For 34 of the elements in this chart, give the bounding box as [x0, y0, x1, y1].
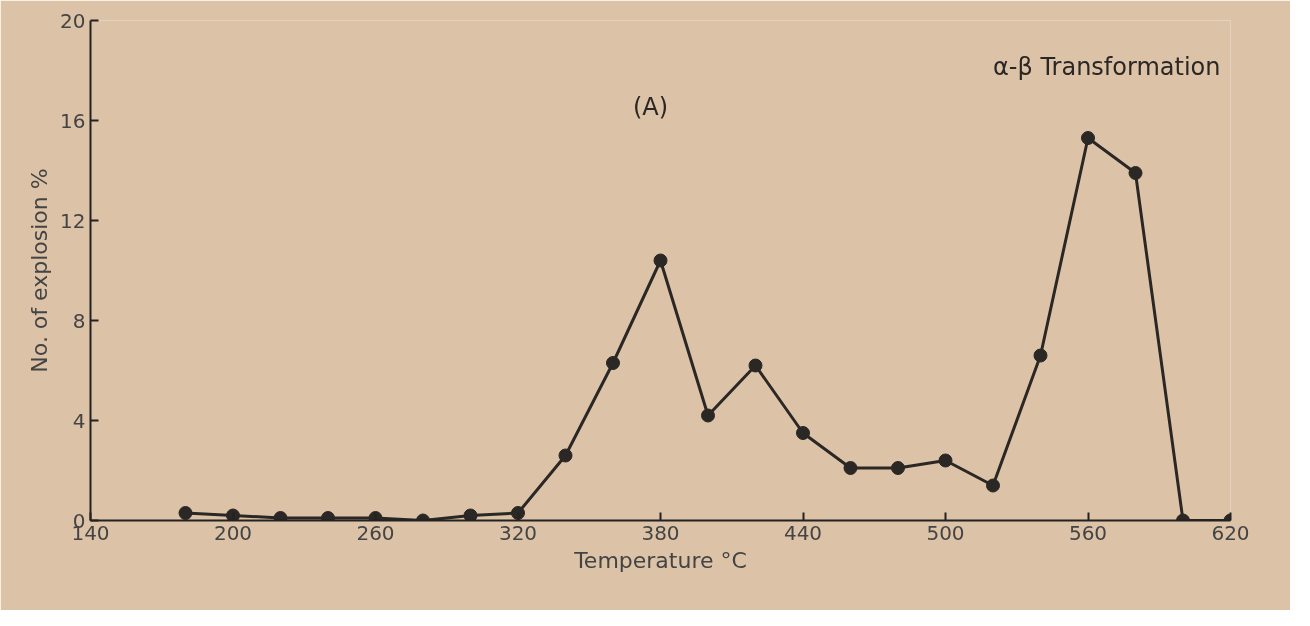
point — [1033, 348, 1048, 363]
point — [606, 356, 620, 370]
point — [986, 478, 1000, 493]
x-axis-title: Temperature °C — [573, 547, 747, 573]
y-tick-label: 8 — [72, 308, 86, 333]
point — [558, 448, 573, 463]
point — [938, 453, 953, 468]
point — [653, 253, 668, 268]
annotation: α-β Transformation — [993, 52, 1221, 81]
point — [701, 408, 715, 423]
x-tick-label: 380 — [641, 520, 680, 545]
point — [891, 461, 905, 475]
x-tick-label: 620 — [1211, 520, 1250, 545]
x-tick-label: 320 — [498, 520, 538, 545]
x-tick-label: 260 — [356, 520, 395, 545]
point — [843, 461, 858, 475]
y-tick-label: 16 — [60, 108, 86, 133]
y-tick-label: 12 — [60, 208, 86, 233]
point — [1128, 166, 1143, 180]
point — [178, 506, 193, 520]
point — [748, 358, 763, 373]
x-tick-label: 500 — [926, 520, 965, 545]
annotation: (A) — [632, 92, 669, 121]
point — [463, 508, 478, 521]
x-tick-label: 560 — [1068, 520, 1108, 545]
point — [796, 426, 810, 440]
y-axis-title: No. of explosion % — [27, 168, 53, 373]
y-tick-label: 4 — [72, 408, 86, 433]
x-tick-label: 440 — [783, 520, 823, 545]
point — [1081, 131, 1095, 145]
y-tick-label: 20 — [60, 8, 86, 33]
x-tick-label: 200 — [213, 520, 253, 545]
point — [511, 506, 525, 520]
point — [226, 508, 240, 521]
